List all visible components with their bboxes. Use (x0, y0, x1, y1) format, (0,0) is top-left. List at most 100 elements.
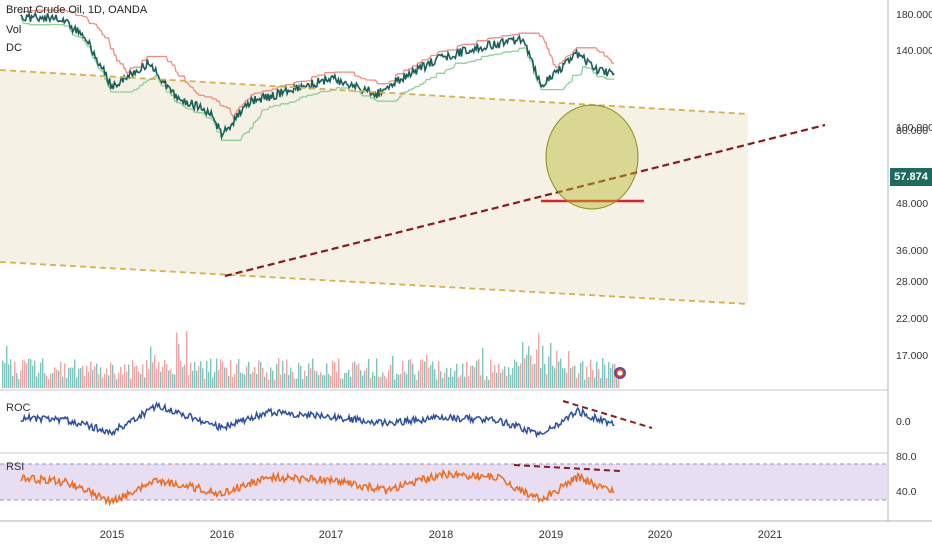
volume-indicator-label[interactable]: Vol (6, 24, 22, 36)
volume-bar (546, 374, 548, 388)
volume-bar (258, 360, 260, 388)
volume-bar (242, 373, 244, 388)
volume-bar (126, 371, 128, 388)
volume-bar (114, 373, 116, 388)
donchian-indicator-label[interactable]: DC (6, 42, 22, 54)
volume-bar (28, 358, 30, 388)
volume-bar (452, 376, 454, 388)
volume-bar (38, 372, 40, 388)
volume-bar (294, 378, 296, 388)
volume-bar (284, 373, 286, 388)
volume-bar (612, 364, 614, 388)
roc-pane-label[interactable]: ROC (6, 402, 31, 414)
volume-bar (456, 363, 458, 388)
time-tick: 2018 (428, 529, 454, 541)
volume-bar (122, 374, 124, 388)
volume-bar (232, 376, 234, 388)
volume-bar (158, 361, 160, 388)
rsi-tick: 40.0 (896, 486, 917, 498)
volume-bar (186, 331, 188, 388)
volume-bar (190, 362, 192, 388)
volume-bar (206, 360, 208, 388)
volume-bar (508, 367, 510, 388)
volume-bar (188, 375, 190, 388)
volume-bar (48, 379, 50, 388)
volume-bar (524, 358, 526, 388)
volume-bar (590, 359, 592, 388)
volume-bar (30, 359, 32, 388)
volume-bar (100, 367, 102, 388)
volume-bar (46, 375, 48, 388)
volume-bar (228, 375, 230, 388)
volume-bar (356, 365, 358, 388)
volume-bar (358, 363, 360, 388)
volume-bar (608, 362, 610, 388)
volume-bar (564, 368, 566, 388)
volume-bar (500, 373, 502, 388)
volume-bar (130, 378, 132, 388)
volume-bar (406, 374, 408, 388)
volume-bar (254, 367, 256, 388)
volume-bar (92, 369, 94, 388)
volume-bar (506, 375, 508, 388)
volume-bar (276, 363, 278, 388)
volume-bar (214, 371, 216, 388)
volume-bar (536, 349, 538, 388)
time-tick: 2019 (538, 529, 564, 541)
time-tick: 2016 (209, 529, 235, 541)
volume-bar (540, 367, 542, 388)
volume-bar (120, 366, 122, 388)
volume-bar (516, 362, 518, 388)
volume-bar (62, 376, 64, 388)
volume-bar (384, 375, 386, 388)
volume-bar (200, 361, 202, 388)
time-tick: 2015 (99, 529, 125, 541)
roc-tick: 0.0 (896, 416, 911, 428)
volume-bar (180, 360, 182, 388)
volume-bar (342, 378, 344, 388)
volume-bar (138, 371, 140, 388)
volume-bar (316, 371, 318, 388)
volume-bar (568, 351, 570, 388)
volume-bar (148, 368, 150, 388)
volume-bar (466, 362, 468, 388)
volume-bar (364, 370, 366, 388)
volume-bar (344, 372, 346, 388)
volume-bar (106, 368, 108, 388)
volume-bar (394, 379, 396, 388)
volume-bar (498, 363, 500, 388)
volume-bar (616, 378, 618, 388)
volume-bar (146, 359, 148, 388)
volume-bar (204, 378, 206, 388)
volume-bar (78, 368, 80, 388)
volume-bar (198, 366, 200, 388)
volume-bar (414, 374, 416, 388)
volume-bar (314, 370, 316, 388)
volume-bar (556, 350, 558, 388)
volume-bar (442, 378, 444, 388)
volume-bar (230, 359, 232, 388)
volume-bar (8, 364, 10, 388)
volume-bar (422, 359, 424, 388)
volume-bar (80, 367, 82, 388)
volume-bar (156, 368, 158, 388)
volume-bar (578, 372, 580, 388)
rsi-pane-label[interactable]: RSI (6, 461, 25, 473)
volume-bar (348, 370, 350, 388)
us-flag-event-icon[interactable] (614, 367, 626, 379)
volume-bar (20, 370, 22, 388)
volume-bar (434, 369, 436, 388)
symbol-title[interactable]: Brent Crude Oil, 1D, OANDA (6, 4, 148, 16)
volume-bar (288, 375, 290, 388)
volume-bar (2, 360, 4, 388)
volume-bar (56, 369, 58, 388)
volume-bar (480, 375, 482, 388)
volume-bar (582, 360, 584, 388)
volume-bar (16, 373, 18, 388)
volume-bar (490, 359, 492, 388)
price-tick: 48.000 (896, 198, 929, 210)
volume-bar (488, 379, 490, 388)
volume-bar (252, 371, 254, 388)
volume-bar (244, 374, 246, 388)
